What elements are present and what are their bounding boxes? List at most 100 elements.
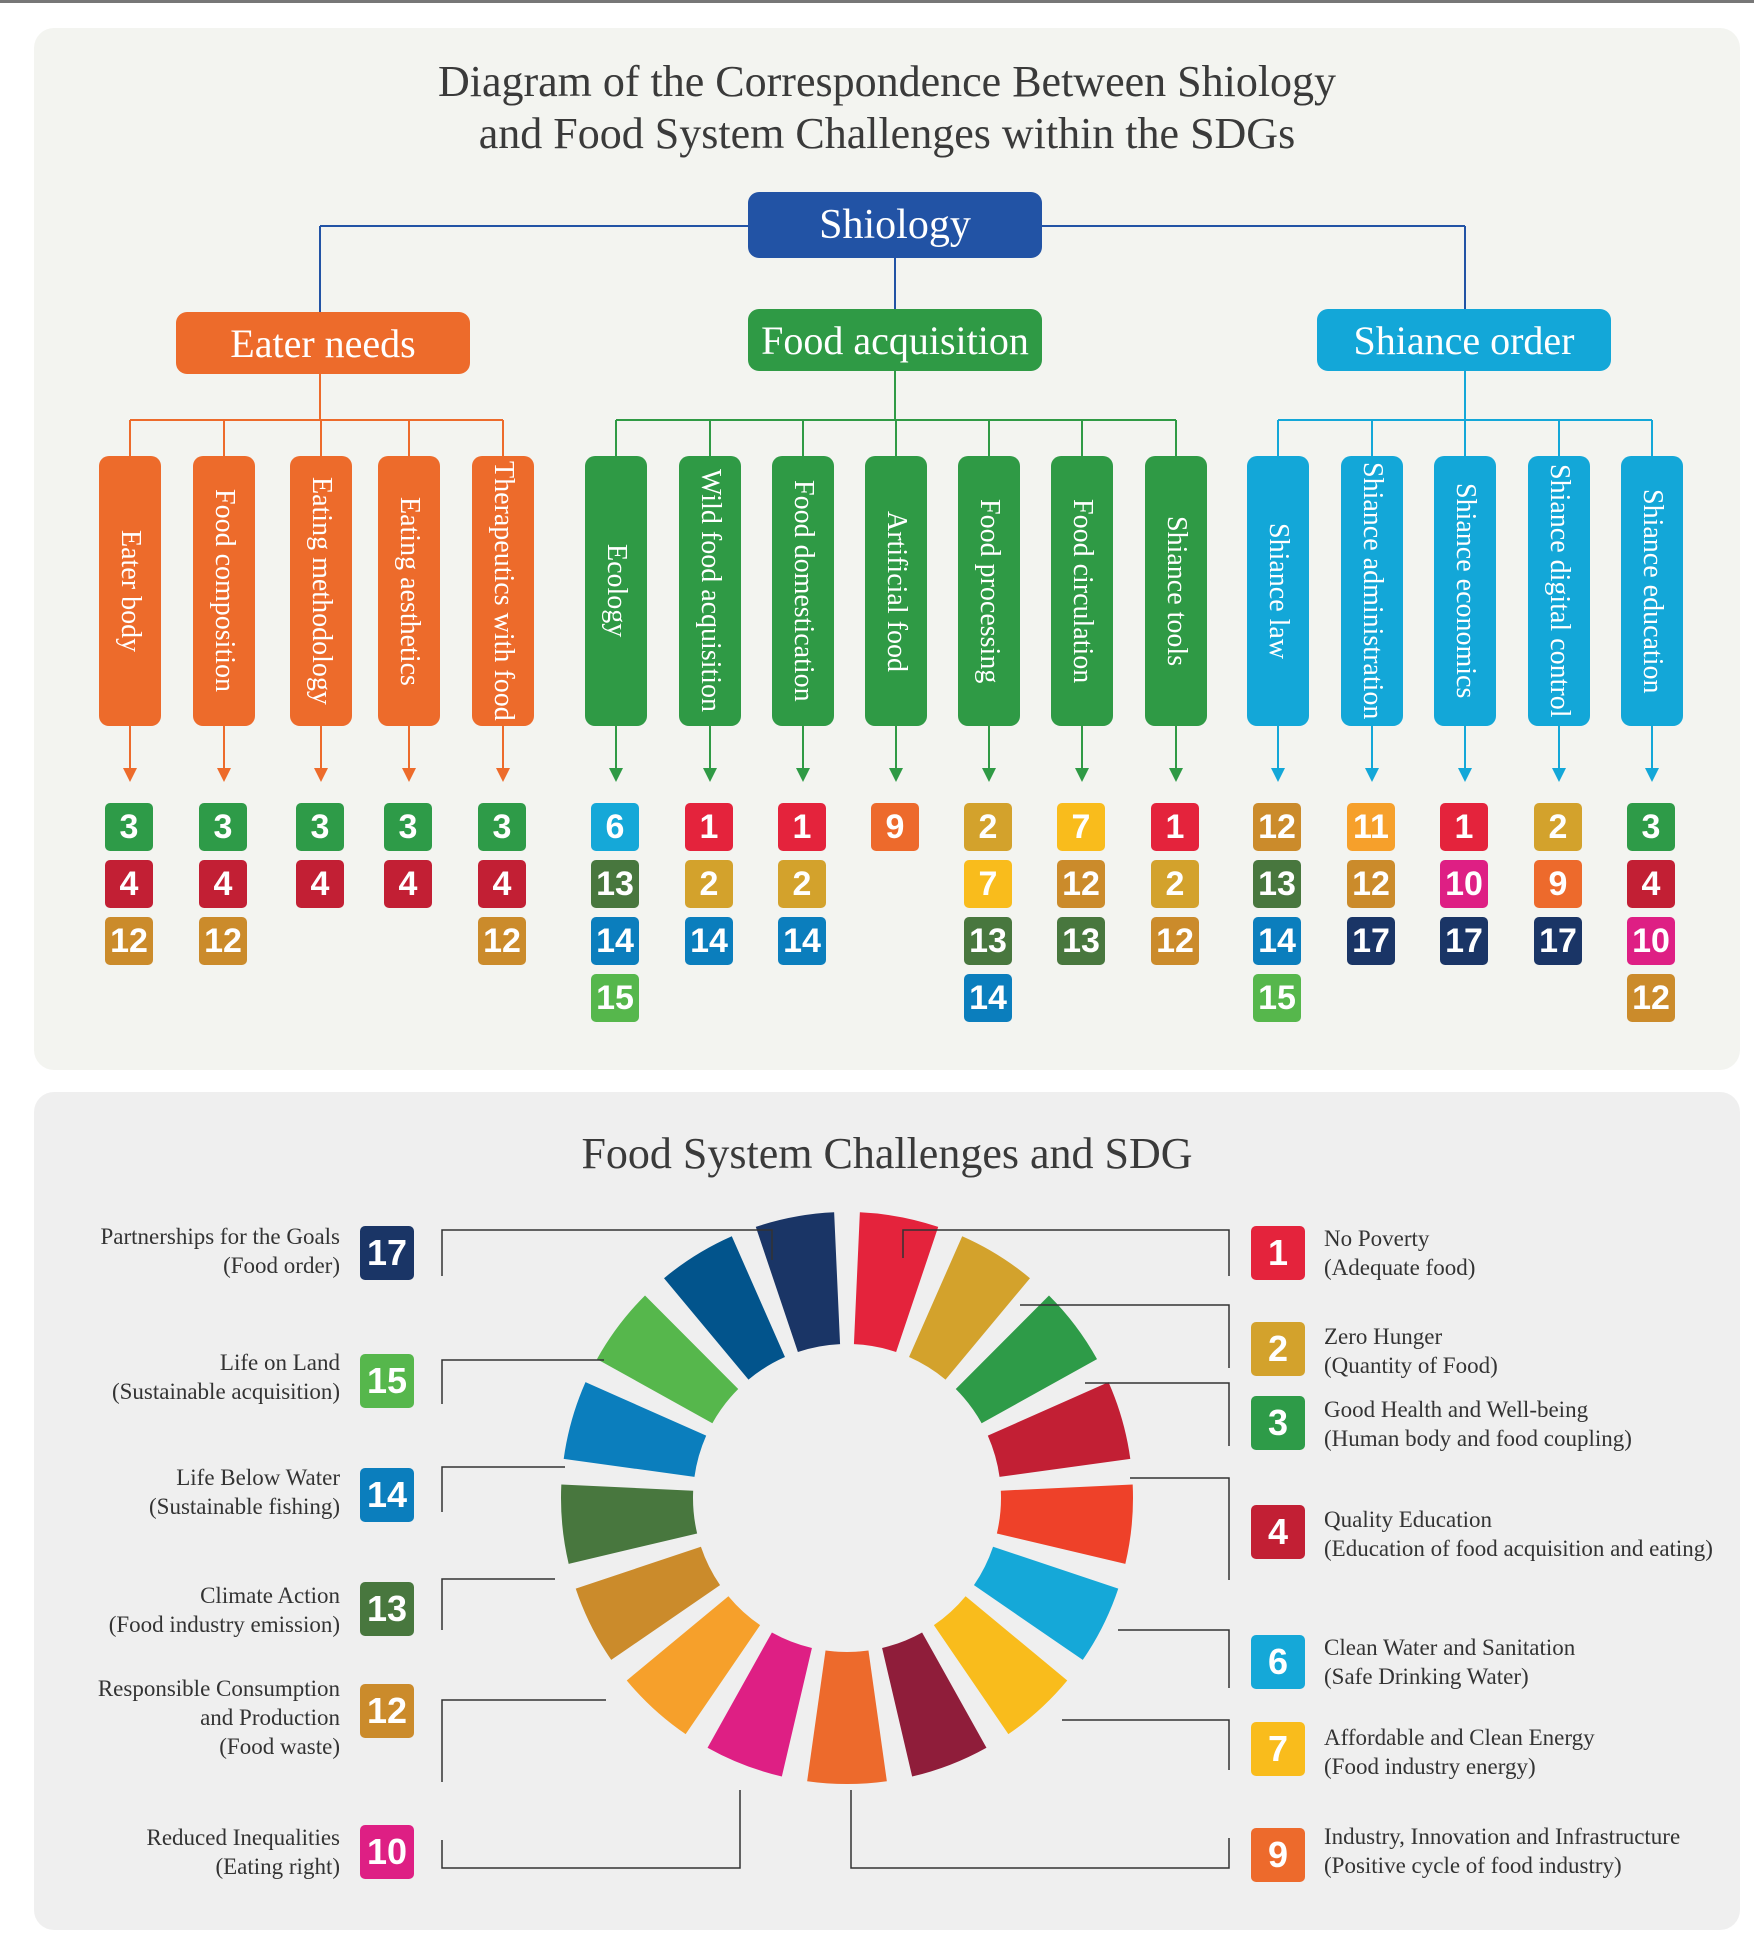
- legend-label: Climate Action (Food industry emission): [109, 1581, 340, 1639]
- leader-17: [441, 1229, 773, 1276]
- legend-label: Industry, Innovation and Infrastructure (…: [1324, 1822, 1680, 1880]
- sdg-badge: 10: [1440, 860, 1488, 908]
- legend-sdg-badge: 10: [360, 1825, 414, 1879]
- arrow-head: [609, 768, 623, 782]
- leader-1: [902, 1229, 1230, 1276]
- sdg-badge: 3: [296, 803, 344, 851]
- sdg-badge: 4: [384, 860, 432, 908]
- legend-sdg-badge: 6: [1251, 1635, 1305, 1689]
- sdg-badge: 4: [1627, 860, 1675, 908]
- arrow-head: [314, 768, 328, 782]
- sub-node: Artificial food: [865, 456, 927, 726]
- sdg-badge: 17: [1440, 917, 1488, 965]
- sdg-badge: 12: [1253, 803, 1301, 851]
- sdg-badge: 3: [105, 803, 153, 851]
- legend-sdg-badge: 3: [1251, 1396, 1305, 1450]
- legend-sdg-badge: 9: [1251, 1828, 1305, 1882]
- legend-sdg-badge: 17: [360, 1226, 414, 1280]
- sdg-wedge-9: [807, 1650, 887, 1784]
- leader-6: [1118, 1629, 1230, 1688]
- sdg-badge: 1: [1440, 803, 1488, 851]
- sdg-badge: 6: [591, 803, 639, 851]
- legend-label-line: (Safe Drinking Water): [1324, 1664, 1529, 1689]
- sub-node: Eating methodology: [290, 456, 352, 726]
- leader-4: [1130, 1477, 1230, 1580]
- category-eater: Eater needs: [176, 312, 470, 374]
- sdg-badge: 12: [478, 917, 526, 965]
- sub-node: Shiance education: [1621, 456, 1683, 726]
- sdg-wedge-11: [626, 1596, 761, 1735]
- sub-node: Food composition: [193, 456, 255, 726]
- legend-label-line: No Poverty: [1324, 1226, 1430, 1251]
- legend-label-line: Quality Education: [1324, 1507, 1492, 1532]
- arrow-head: [889, 768, 903, 782]
- sdg-badge: 1: [1151, 803, 1199, 851]
- sub-node: Shiance digital control: [1528, 456, 1590, 726]
- arrow-head: [496, 768, 510, 782]
- legend-label-line: Life on Land: [219, 1350, 340, 1375]
- sdg-badge: 17: [1347, 917, 1395, 965]
- arrow-head: [796, 768, 810, 782]
- sdg-wedge-7: [933, 1596, 1068, 1735]
- sdg-wedge-6: [973, 1546, 1119, 1660]
- sdg-wedge-1: [853, 1212, 939, 1353]
- sdg-badge: 14: [1253, 917, 1301, 965]
- leader-12: [441, 1699, 606, 1782]
- sub-node: Eater body: [99, 456, 161, 726]
- sdg-wedge-4: [987, 1382, 1131, 1477]
- leader-3: [1085, 1382, 1230, 1446]
- sdg-wedge-15: [596, 1295, 739, 1424]
- legend-label-line: (Human body and food coupling): [1324, 1426, 1632, 1451]
- sub-node: Ecology: [585, 456, 647, 726]
- sdg-badge: 12: [1347, 860, 1395, 908]
- legend-sdg-badge: 1: [1251, 1226, 1305, 1280]
- legend-label: Zero Hunger (Quantity of Food): [1324, 1322, 1498, 1380]
- sdg-wedge-13: [561, 1484, 698, 1564]
- sdg-badge: 10: [1627, 917, 1675, 965]
- legend-label: No Poverty (Adequate food): [1324, 1224, 1475, 1282]
- legend-label: Life Below Water (Sustainable fishing): [149, 1463, 340, 1521]
- sub-node: Therapeutics with food: [472, 456, 534, 726]
- arrow-head: [1645, 768, 1659, 782]
- legend-label-line: Partnerships for the Goals: [100, 1224, 340, 1249]
- sdg-wedge-14: [563, 1382, 707, 1477]
- leader-13: [441, 1578, 555, 1630]
- legend-label-line: Good Health and Well-being: [1324, 1397, 1589, 1422]
- arrow-head: [1458, 768, 1472, 782]
- sdg-badge: 9: [1534, 860, 1582, 908]
- sdg-badge: 4: [105, 860, 153, 908]
- sub-node: Food domestication: [772, 456, 834, 726]
- leader-2: [1020, 1304, 1230, 1368]
- legend-label-line: (Food industry emission): [108, 1612, 340, 1637]
- sdg-badge: 12: [1627, 974, 1675, 1022]
- arrow-head: [1075, 768, 1089, 782]
- legend-sdg-badge: 4: [1251, 1505, 1305, 1559]
- sub-node: Eating aesthetics: [378, 456, 440, 726]
- sdg-badge: 13: [591, 860, 639, 908]
- sdg-badge: 14: [685, 917, 733, 965]
- sdg-badge: 3: [478, 803, 526, 851]
- sdg-badge: 2: [1151, 860, 1199, 908]
- sub-node: Shiance economics: [1434, 456, 1496, 726]
- sdg-wedge-12: [575, 1546, 721, 1660]
- legend-label-line: (Sustainable fishing): [149, 1494, 340, 1519]
- legend-label: Life on Land (Sustainable acquisition): [112, 1348, 340, 1406]
- sdg-wedge-2: [909, 1236, 1030, 1380]
- leader-14: [441, 1466, 565, 1512]
- tree-diagram-title: Diagram of the Correspondence Between Sh…: [34, 56, 1740, 160]
- legend-label-line: Zero Hunger: [1324, 1324, 1443, 1349]
- arrow-head: [123, 768, 137, 782]
- sdg-badge: 15: [1253, 974, 1301, 1022]
- sdg-badge: 4: [199, 860, 247, 908]
- sdg-badge: 13: [1253, 860, 1301, 908]
- sdg-badge: 14: [778, 917, 826, 965]
- sdg-badge: 13: [1057, 917, 1105, 965]
- sdg-wedge-8: [882, 1632, 987, 1777]
- legend-label-line: Climate Action: [200, 1583, 340, 1608]
- sdg-badge: 7: [964, 860, 1012, 908]
- leader-10: [441, 1790, 741, 1869]
- legend-label: Affordable and Clean Energy (Food industr…: [1324, 1723, 1595, 1781]
- sdg-badge: 13: [964, 917, 1012, 965]
- arrow-head: [217, 768, 231, 782]
